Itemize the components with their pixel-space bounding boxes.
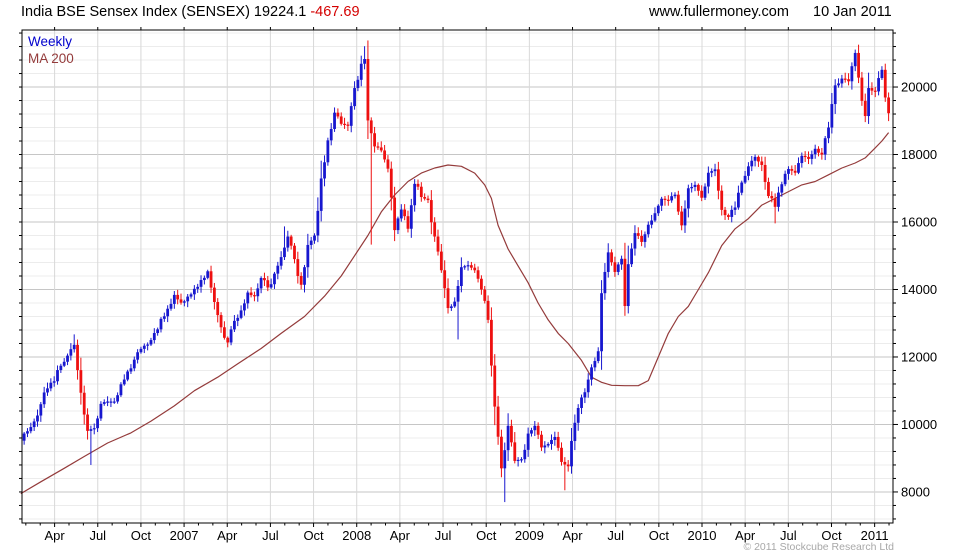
gridlines-vertical [54,30,876,523]
copyright-notice: © 2011 Stockcube Research Ltd [743,541,894,553]
gridlines-major [22,86,893,493]
svg-text:Jul: Jul [607,528,624,543]
svg-text:20000: 20000 [901,80,937,95]
svg-text:2009: 2009 [515,528,544,543]
svg-text:8000: 8000 [901,484,930,499]
svg-text:Apr: Apr [217,528,238,543]
svg-text:18000: 18000 [901,147,937,162]
svg-text:Apr: Apr [44,528,65,543]
chart-title: India BSE Sensex Index (SENSEX) [21,4,250,20]
svg-text:2007: 2007 [170,528,199,543]
svg-text:Oct: Oct [131,528,152,543]
y-axis-labels: 8000 10000 12000 14000 16000 18000 20000 [901,80,937,500]
svg-text:2010: 2010 [688,528,717,543]
chart-date: 10 Jan 2011 [813,4,892,20]
svg-text:14000: 14000 [901,282,937,297]
svg-text:Jul: Jul [780,528,797,543]
legend-ma200-label: MA 200 [28,51,74,66]
legend-weekly-label: Weekly [28,34,73,49]
svg-text:Oct: Oct [476,528,497,543]
price-change: -467.69 [310,4,360,20]
svg-text:Apr: Apr [390,528,411,543]
candles-weekly [22,40,891,503]
svg-text:Jul: Jul [89,528,106,543]
svg-text:Oct: Oct [821,528,842,543]
chart-header: India BSE Sensex Index (SENSEX) 19224.1 -4… [21,4,364,20]
svg-text:Oct: Oct [303,528,324,543]
svg-text:Apr: Apr [735,528,756,543]
svg-text:2011: 2011 [861,528,889,543]
svg-text:10000: 10000 [901,417,937,432]
svg-text:Apr: Apr [562,528,583,543]
x-axis-labels: Apr Jul Oct 2007 Apr Jul Oct 2008 Apr Jul Oct 2009 A… [44,528,888,543]
plot-border [21,29,894,524]
axis-ticks [19,27,898,527]
gridlines-minor [22,32,893,520]
svg-text:Jul: Jul [262,528,279,543]
svg-text:12000: 12000 [901,349,937,364]
svg-text:Oct: Oct [649,528,670,543]
svg-text:16000: 16000 [901,215,937,230]
chart-legend: Weekly MA 200 [28,33,74,67]
svg-text:2008: 2008 [342,528,371,543]
ma200-line [20,132,890,495]
fullermoney-link[interactable]: www.fullermoney.com [649,4,789,20]
svg-text:Jul: Jul [435,528,452,543]
last-price: 19224.1 [253,4,307,20]
